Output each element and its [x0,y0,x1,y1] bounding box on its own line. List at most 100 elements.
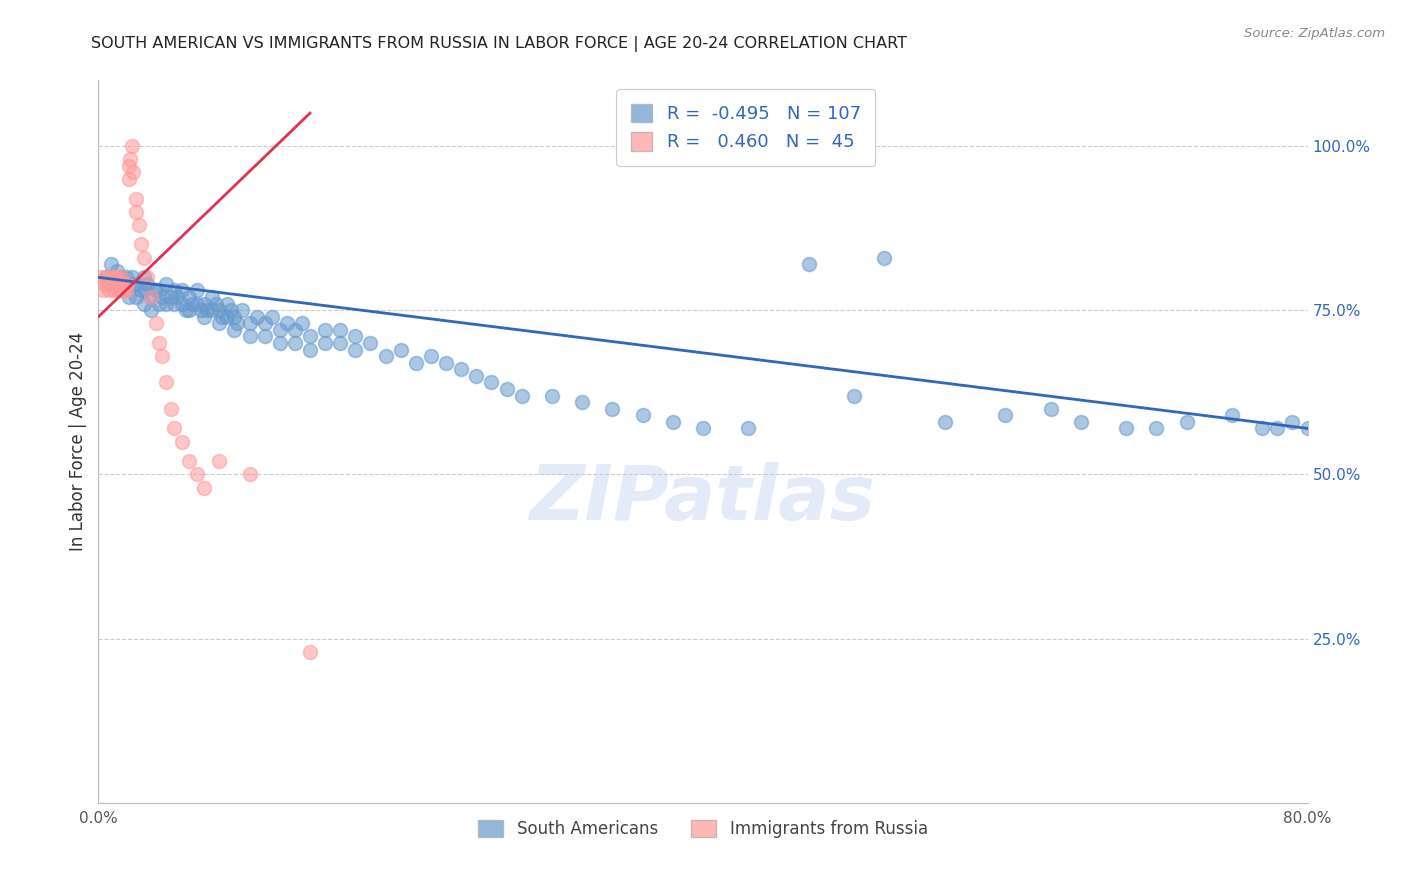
Point [132,270,155,285]
Point [111,277,134,291]
Point [314,323,336,337]
Point [269,336,291,351]
Point [129,284,152,298]
Point [121,270,143,285]
Point [112,284,135,298]
Point [108,277,131,291]
Point [170,434,193,449]
Point [1039,401,1062,416]
Point [193,310,215,324]
Point [135,270,157,285]
Point [120,152,142,166]
Point [299,645,322,659]
Point [174,303,197,318]
Point [1251,421,1274,435]
Point [299,329,322,343]
Point [360,336,382,351]
Point [420,349,443,363]
Point [125,290,148,304]
Point [125,192,148,206]
Point [344,329,367,343]
Point [155,277,177,291]
Point [405,356,427,370]
Point [155,296,177,310]
Point [284,336,307,351]
Point [141,290,163,304]
Point [797,257,820,271]
Point [170,284,193,298]
Point [190,303,212,318]
Point [125,204,148,219]
Point [110,270,132,285]
Point [179,290,201,304]
Legend: South Americans, Immigrants from Russia: South Americans, Immigrants from Russia [471,814,935,845]
Point [90,270,112,285]
Point [269,323,291,337]
Point [262,310,284,324]
Point [115,277,138,291]
Point [873,251,896,265]
Point [208,316,231,330]
Point [571,395,593,409]
Point [160,401,183,416]
Point [110,284,132,298]
Point [389,343,412,357]
Point [692,421,714,435]
Point [128,218,150,232]
Point [166,290,188,304]
Point [239,467,262,482]
Point [141,290,163,304]
Point [118,290,141,304]
Point [844,388,866,402]
Point [114,284,136,298]
Point [934,415,956,429]
Point [661,415,683,429]
Point [246,310,269,324]
Point [110,270,132,285]
Point [160,290,183,304]
Point [141,303,163,318]
Point [631,409,654,423]
Point [163,296,186,310]
Point [186,296,208,310]
Point [510,388,533,402]
Point [434,356,457,370]
Point [104,277,127,291]
Point [276,316,298,330]
Point [291,316,314,330]
Point [1281,415,1303,429]
Point [540,388,562,402]
Point [374,349,396,363]
Point [253,316,276,330]
Text: Source: ZipAtlas.com: Source: ZipAtlas.com [1244,27,1385,40]
Point [98,284,121,298]
Point [150,349,173,363]
Point [208,303,231,318]
Point [737,421,759,435]
Text: ZIPatlas: ZIPatlas [530,462,876,536]
Point [299,343,322,357]
Point [179,454,201,468]
Point [1220,409,1243,423]
Point [118,171,141,186]
Point [170,296,193,310]
Point [1296,421,1319,435]
Point [150,290,173,304]
Point [231,303,253,318]
Point [103,270,125,285]
Point [201,303,224,318]
Point [344,343,367,357]
Point [224,323,246,337]
Point [465,368,488,383]
Point [105,264,128,278]
Point [118,159,141,173]
Point [195,303,218,318]
Point [239,329,262,343]
Point [221,303,243,318]
Point [135,277,157,291]
Point [125,277,148,291]
Point [94,270,117,285]
Point [100,257,122,271]
Point [495,382,517,396]
Point [186,284,208,298]
